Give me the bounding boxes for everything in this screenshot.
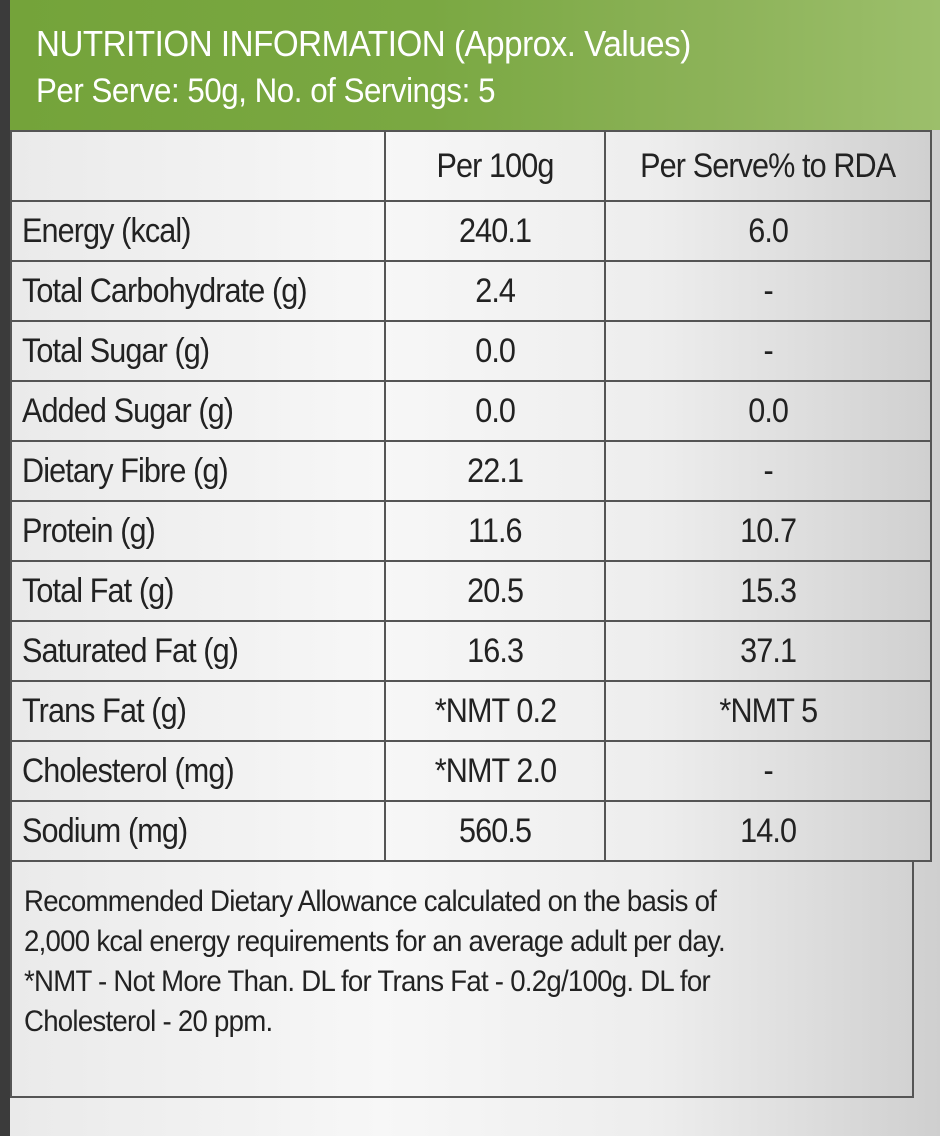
nutrient-name: Energy (kcal): [10, 200, 386, 262]
table-row: Cholesterol (mg) *NMT 2.0 -: [10, 740, 932, 802]
table-row: Energy (kcal) 240.1 6.0: [10, 200, 932, 262]
per-100g-value: 22.1: [384, 440, 606, 502]
per-100g-value: 0.0: [384, 380, 606, 442]
column-header-per-100g: Per 100g: [384, 130, 606, 202]
nutrient-name: Saturated Fat (g): [10, 620, 386, 682]
table-row: Protein (g) 11.6 10.7: [10, 500, 932, 562]
serving-info: Per Serve: 50g, No. of Servings: 5: [36, 72, 496, 110]
nutrient-name: Added Sugar (g): [10, 380, 386, 442]
nutrient-name: Total Carbohydrate (g): [10, 260, 386, 322]
per-100g-value: 11.6: [384, 500, 606, 562]
nutrient-name: Total Fat (g): [10, 560, 386, 622]
nutrient-name: Total Sugar (g): [10, 320, 386, 382]
nutrition-table: Per 100g Per Serve% to RDA Energy (kcal)…: [10, 130, 932, 862]
per-100g-value: 560.5: [384, 800, 606, 862]
per-100g-value: 0.0: [384, 320, 606, 382]
nutrient-name: Trans Fat (g): [10, 680, 386, 742]
table-row: Saturated Fat (g) 16.3 37.1: [10, 620, 932, 682]
table-row: Total Fat (g) 20.5 15.3: [10, 560, 932, 622]
per-serve-rda-value: 14.0: [604, 800, 932, 862]
table-row: Dietary Fibre (g) 22.1 -: [10, 440, 932, 502]
footnote-line: Cholesterol - 20 ppm.: [24, 1005, 273, 1038]
per-serve-rda-value: -: [604, 440, 932, 502]
nutrient-name: Dietary Fibre (g): [10, 440, 386, 502]
table-row: Added Sugar (g) 0.0 0.0: [10, 380, 932, 442]
per-serve-rda-value: 6.0: [604, 200, 932, 262]
table-row: Total Carbohydrate (g) 2.4 -: [10, 260, 932, 322]
footnote-line: Recommended Dietary Allowance calculated…: [24, 885, 717, 918]
nutrient-name: Sodium (mg): [10, 800, 386, 862]
column-header-per-serve-rda: Per Serve% to RDA: [604, 130, 932, 202]
footnote-line: 2,000 kcal energy requirements for an av…: [24, 925, 726, 958]
per-serve-rda-value: -: [604, 320, 932, 382]
per-serve-rda-value: *NMT 5: [604, 680, 932, 742]
per-serve-rda-value: 37.1: [604, 620, 932, 682]
per-serve-rda-value: -: [604, 260, 932, 322]
per-100g-value: 2.4: [384, 260, 606, 322]
label-header: NUTRITION INFORMATION (Approx. Values) P…: [10, 0, 940, 130]
rda-footnote: Recommended Dietary Allowance calculated…: [10, 862, 914, 1098]
per-100g-value: 16.3: [384, 620, 606, 682]
per-serve-rda-value: 10.7: [604, 500, 932, 562]
label-title: NUTRITION INFORMATION (Approx. Values): [36, 23, 691, 64]
per-100g-value: 20.5: [384, 560, 606, 622]
table-row: Total Sugar (g) 0.0 -: [10, 320, 932, 382]
footnote-line: *NMT - Not More Than. DL for Trans Fat -…: [24, 965, 711, 998]
column-header-nutrient: [10, 130, 386, 202]
per-serve-rda-value: 0.0: [604, 380, 932, 442]
per-100g-value: *NMT 0.2: [384, 680, 606, 742]
table-row: Trans Fat (g) *NMT 0.2 *NMT 5: [10, 680, 932, 742]
per-serve-rda-value: -: [604, 740, 932, 802]
per-serve-rda-value: 15.3: [604, 560, 932, 622]
per-100g-value: 240.1: [384, 200, 606, 262]
table-header-row: Per 100g Per Serve% to RDA: [10, 130, 932, 202]
table-row: Sodium (mg) 560.5 14.0: [10, 800, 932, 862]
nutrient-name: Cholesterol (mg): [10, 740, 386, 802]
per-100g-value: *NMT 2.0: [384, 740, 606, 802]
nutrient-name: Protein (g): [10, 500, 386, 562]
